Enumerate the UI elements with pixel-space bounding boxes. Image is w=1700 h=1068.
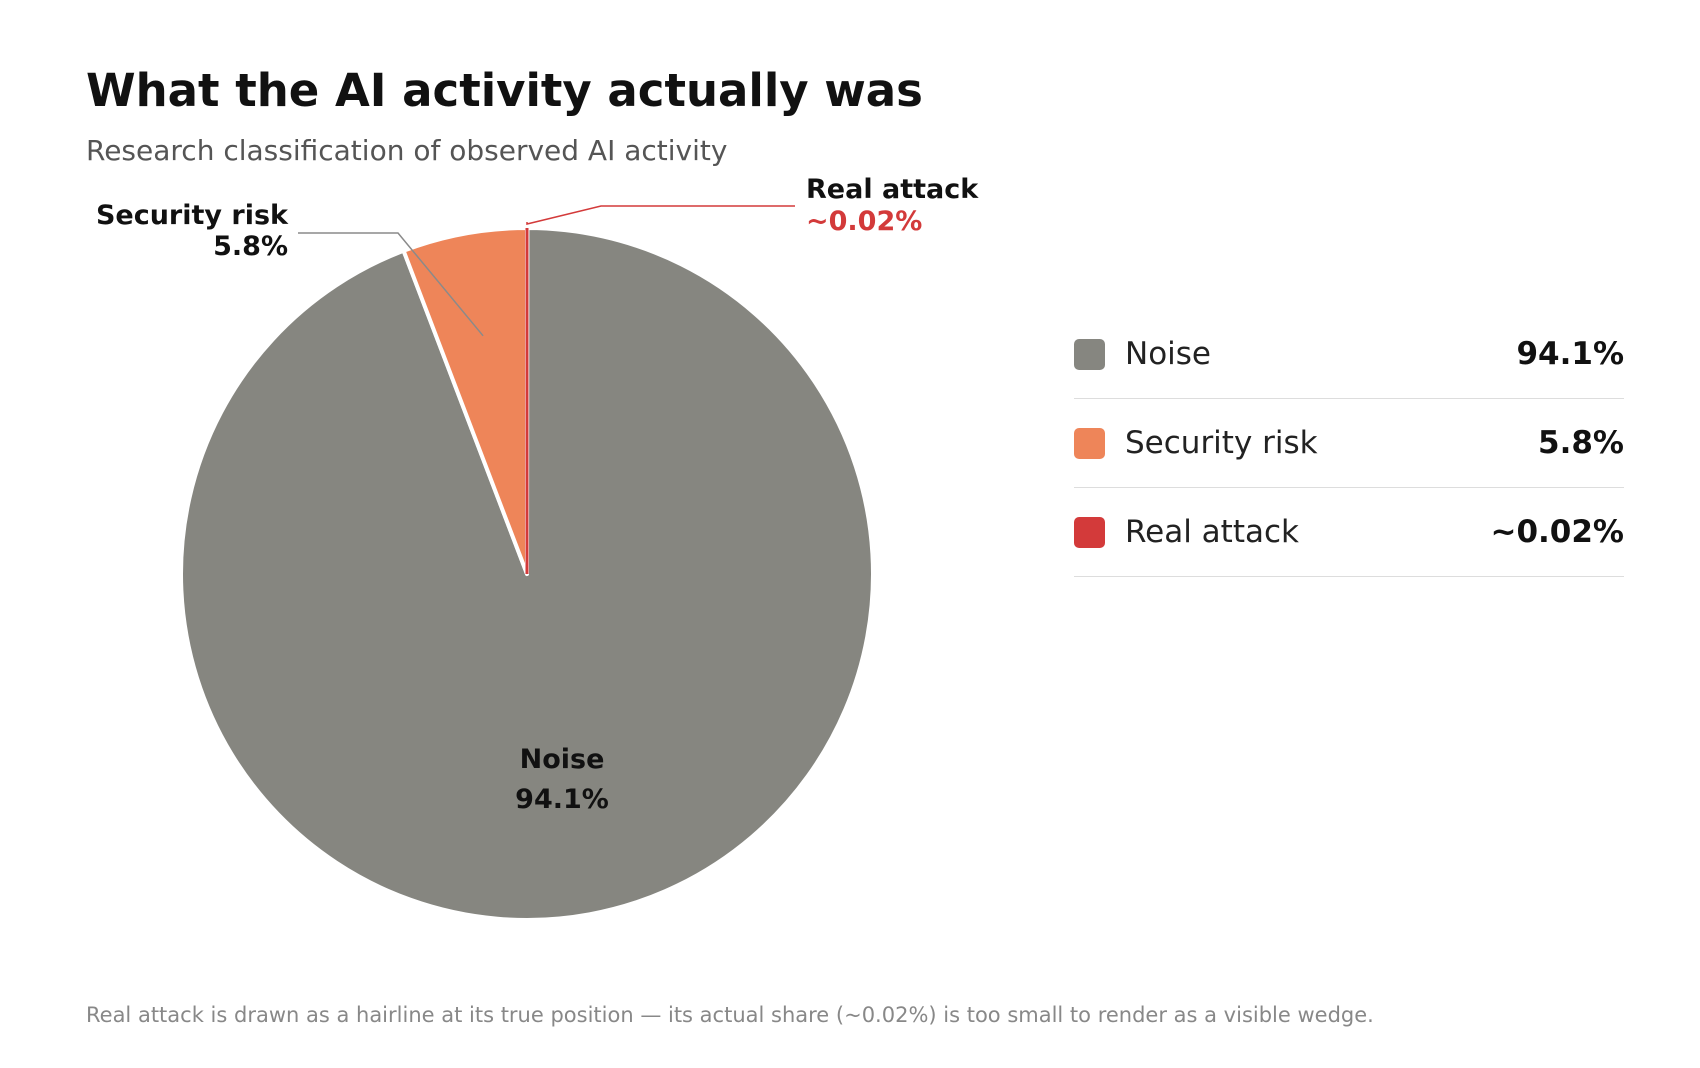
- legend-swatch-real-attack: [1074, 516, 1105, 548]
- leader-line-security-risk: [298, 232, 484, 337]
- leader-line-real-attack: [526, 205, 795, 225]
- data-label-security-risk-value: 5.8%: [213, 231, 288, 262]
- data-label-noise-name: Noise: [520, 744, 605, 775]
- legend-label-security-risk: Security risk: [1125, 425, 1318, 461]
- data-label-real-attack-name: Real attack: [806, 174, 979, 205]
- chart-subtitle: Research classification of observed AI a…: [86, 134, 728, 167]
- legend-item-security-risk: Security risk 5.8%: [1074, 399, 1624, 488]
- legend: Noise 94.1% Security risk 5.8% Real atta…: [1074, 310, 1624, 577]
- legend-value-noise: 94.1%: [1516, 336, 1624, 372]
- pie-slice-security-risk: [401, 226, 529, 576]
- legend-item-real-attack: Real attack ~0.02%: [1074, 488, 1624, 577]
- pie-slice-noise: [179, 226, 875, 922]
- legend-label-noise: Noise: [1125, 336, 1211, 372]
- legend-value-real-attack: ~0.02%: [1490, 514, 1624, 550]
- data-label-noise-value: 94.1%: [515, 784, 609, 815]
- data-label-security-risk-name: Security risk: [96, 200, 289, 231]
- footnote: Real attack is drawn as a hairline at it…: [86, 1003, 1374, 1027]
- chart-title: What the AI activity actually was: [86, 64, 923, 117]
- data-label-real-attack-value: ~0.02%: [806, 206, 922, 237]
- legend-value-security-risk: 5.8%: [1538, 425, 1624, 461]
- legend-swatch-noise: [1074, 338, 1105, 370]
- legend-label-real-attack: Real attack: [1125, 514, 1299, 550]
- legend-swatch-security-risk: [1074, 427, 1105, 459]
- legend-item-noise: Noise 94.1%: [1074, 310, 1624, 399]
